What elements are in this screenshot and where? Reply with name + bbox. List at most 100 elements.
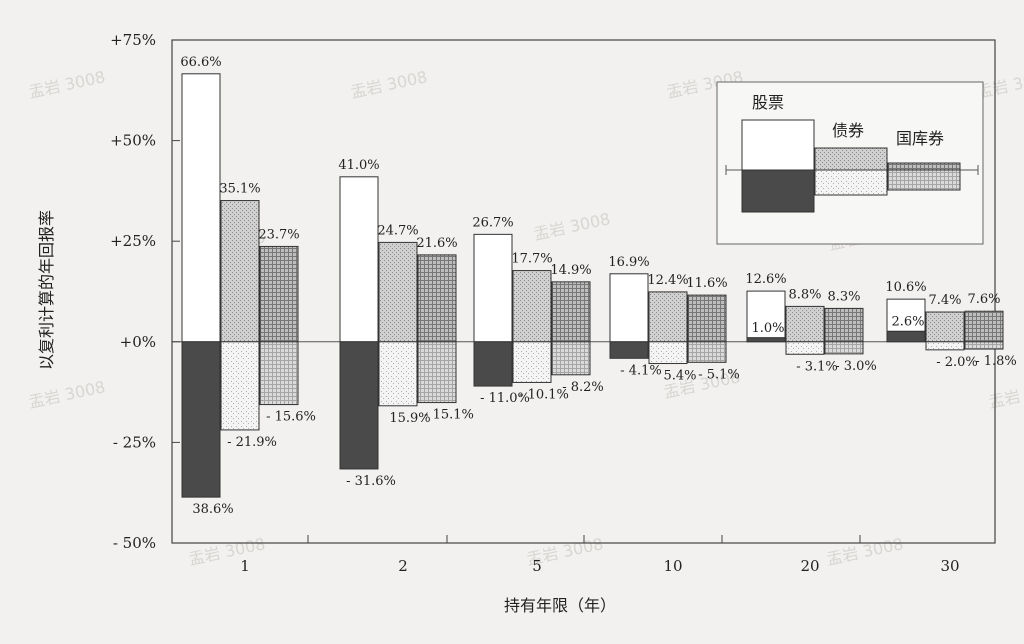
- max-value-label: 12.4%: [647, 273, 688, 288]
- legend-swatch-bill-top: [887, 162, 961, 171]
- min-value-label: - 3.1%: [796, 359, 838, 374]
- max-value-label: 7.4%: [928, 293, 961, 308]
- legend-label: 国库券: [896, 129, 944, 148]
- watermark-text: 盂岩 3008: [349, 67, 429, 102]
- watermark-text: 盂岩 3008: [532, 209, 612, 244]
- legend-swatch-bond-bottom: [814, 169, 888, 196]
- x-category-label: 30: [940, 557, 959, 575]
- bar-min-segment: [925, 341, 965, 351]
- bar-min-segment: [609, 341, 649, 359]
- legend-label: 债券: [832, 121, 864, 140]
- bar-max-segment: [964, 310, 1004, 343]
- min-value-label: - 11.0%: [480, 391, 530, 406]
- bar-min-segment: [181, 341, 221, 498]
- min-value-label: - 8.2%: [562, 380, 604, 395]
- max-value-label: 35.1%: [219, 182, 260, 197]
- bar-max-segment: [259, 245, 299, 343]
- min-value-label: - 15.6%: [266, 410, 316, 425]
- bar-min-segment: [220, 341, 260, 431]
- bar-min-segment: [259, 341, 299, 406]
- bar-max-segment: [687, 294, 727, 343]
- legend-swatch-stock-bottom: [741, 169, 815, 213]
- min-value-label: - 21.9%: [227, 435, 277, 450]
- bar-min-segment: [473, 341, 513, 387]
- bars: [181, 73, 1004, 498]
- min-value-label: - 4.1%: [620, 363, 662, 378]
- max-value-label: 8.3%: [827, 289, 860, 304]
- min-value-label: - 2.0%: [936, 355, 978, 370]
- y-axis: +75% +50% +25% +0% - 25% - 50%: [110, 31, 180, 552]
- x-category-label: 20: [800, 557, 819, 575]
- watermark-text: 盂岩 3008: [187, 534, 267, 569]
- min-value-label: 38.6%: [192, 502, 233, 517]
- bar-min-segment: [648, 341, 688, 365]
- bar-min-segment: [785, 341, 825, 355]
- min-value-label: 2.6%: [891, 314, 924, 329]
- y-tick-label: - 50%: [113, 534, 156, 552]
- min-value-label: - 31.6%: [346, 474, 396, 489]
- bar-max-segment: [609, 273, 649, 343]
- bar-max-segment: [181, 73, 221, 343]
- max-value-label: 16.9%: [608, 255, 649, 270]
- bar-max-segment: [378, 241, 418, 343]
- max-value-label: 12.6%: [745, 272, 786, 287]
- max-value-label: 8.8%: [788, 287, 821, 302]
- legend-swatch-bill-bottom: [887, 169, 961, 191]
- max-value-label: 23.7%: [258, 227, 299, 242]
- bar-min-segment: [378, 341, 418, 407]
- y-tick-label: - 25%: [113, 433, 156, 451]
- min-value-label: - 3.0%: [835, 359, 877, 374]
- bar-max-segment: [339, 176, 379, 343]
- min-value-label: - 1.8%: [975, 354, 1017, 369]
- bar-min-segment: [551, 341, 591, 376]
- max-value-label: 41.0%: [338, 158, 379, 173]
- max-value-label: 66.6%: [180, 55, 221, 70]
- data-labels: 38.6% 66.6% - 31.6% 41.0% - 11.0% 26.7% - 4.1%…: [180, 55, 1016, 517]
- x-category-label: 1: [240, 557, 250, 575]
- min-value-label: 15.9%: [389, 411, 430, 426]
- max-value-label: 7.6%: [967, 292, 1000, 307]
- y-tick-label: +50%: [110, 132, 156, 150]
- min-value-label: - 10.1%: [519, 387, 569, 402]
- bar-min-segment: [339, 341, 379, 470]
- bar-min-segment: [964, 341, 1004, 350]
- legend-swatch-bond-top: [814, 147, 888, 171]
- bar-min-segment: [746, 337, 786, 343]
- bar-max-segment: [925, 311, 965, 343]
- min-value-label: 1.0%: [751, 321, 784, 336]
- watermark-text: 盂岩 3008: [987, 377, 1024, 412]
- max-value-label: 21.6%: [416, 236, 457, 251]
- x-axis: 1 2 5 10 20 30: [171, 535, 996, 575]
- min-value-label: 5.4%: [663, 369, 696, 384]
- max-value-label: 14.9%: [550, 263, 591, 278]
- legend-swatch-stock-top: [741, 119, 815, 171]
- y-axis-title: 以复利计算的年回报率: [37, 210, 56, 370]
- bar-min-segment: [824, 341, 864, 355]
- y-tick-label: +75%: [110, 31, 156, 49]
- max-value-label: 24.7%: [377, 223, 418, 238]
- bar-max-segment: [417, 254, 457, 343]
- bar-max-segment: [220, 200, 260, 343]
- bar-max-segment: [512, 270, 552, 343]
- bar-max-segment: [746, 290, 786, 339]
- y-tick-label: +25%: [110, 232, 156, 250]
- bar-min-segment: [886, 330, 926, 343]
- min-value-label: - 5.1%: [698, 367, 740, 382]
- x-category-label: 10: [663, 557, 682, 575]
- bar-max-segment: [886, 298, 926, 332]
- max-value-label: 26.7%: [472, 215, 513, 230]
- bar-max-segment: [824, 307, 864, 343]
- max-value-label: 11.6%: [686, 276, 727, 291]
- watermark-text: 盂岩 3008: [27, 67, 107, 102]
- x-axis-title: 持有年限（年）: [504, 596, 616, 615]
- x-category-label: 5: [532, 557, 542, 575]
- bar-min-segment: [512, 341, 552, 383]
- watermark-text: 盂岩 3008: [27, 377, 107, 412]
- max-value-label: 17.7%: [511, 252, 552, 267]
- legend-label: 股票: [752, 93, 784, 112]
- bar-max-segment: [473, 233, 513, 343]
- bar-max-segment: [648, 291, 688, 343]
